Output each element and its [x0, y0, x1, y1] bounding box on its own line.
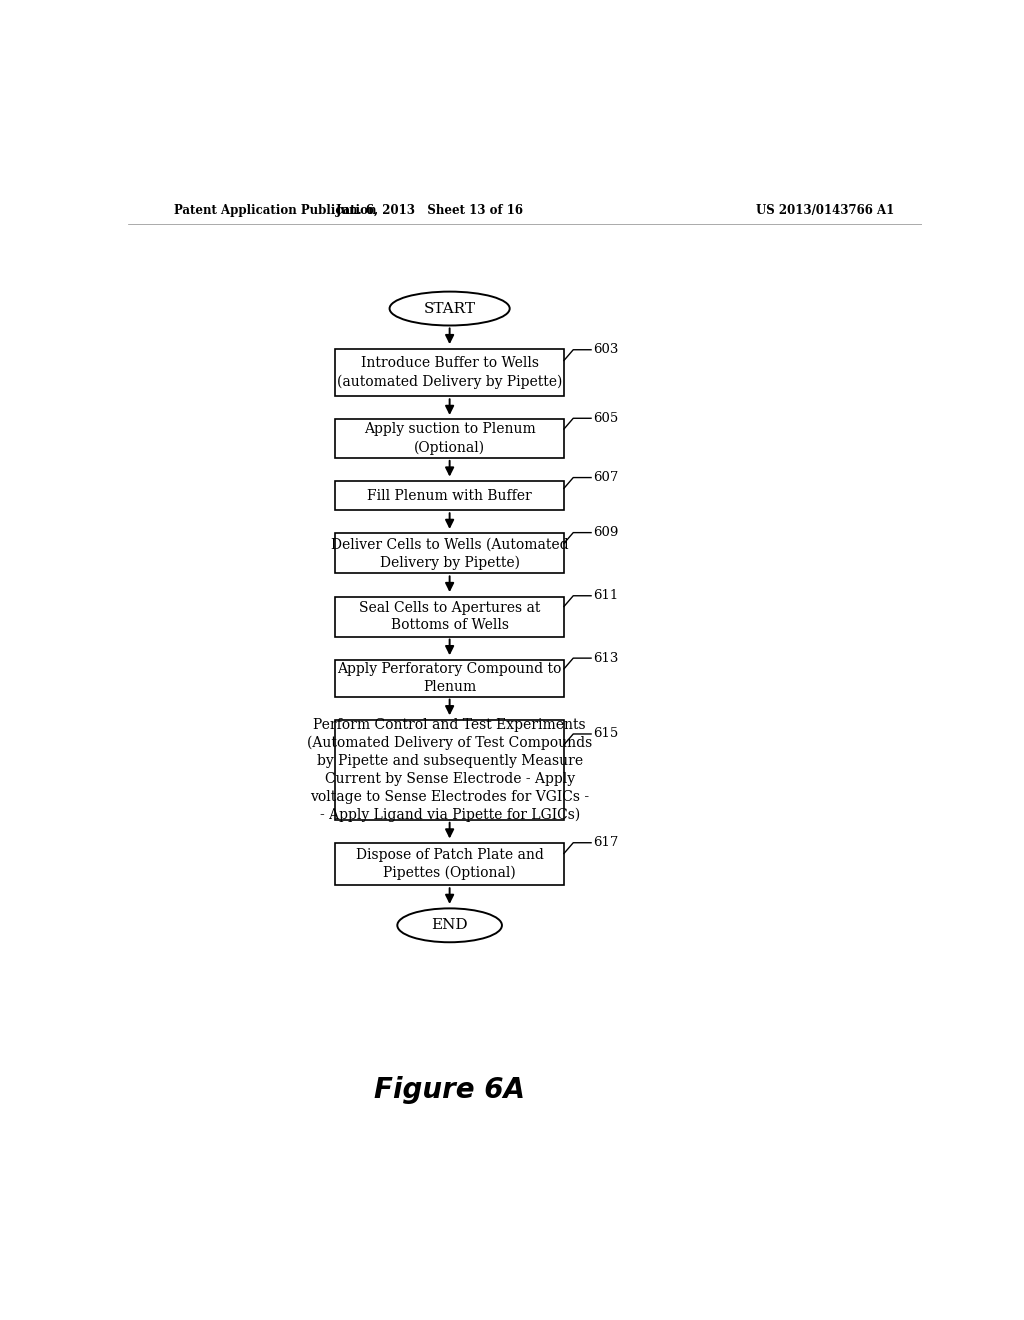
FancyBboxPatch shape: [335, 533, 564, 573]
Text: Patent Application Publication: Patent Application Publication: [174, 205, 377, 218]
Text: 607: 607: [593, 471, 618, 484]
FancyBboxPatch shape: [335, 719, 564, 820]
Text: 615: 615: [593, 727, 618, 741]
Text: Dispose of Patch Plate and
Pipettes (Optional): Dispose of Patch Plate and Pipettes (Opt…: [355, 847, 544, 880]
Text: END: END: [431, 919, 468, 932]
Text: Introduce Buffer to Wells
(automated Delivery by Pipette): Introduce Buffer to Wells (automated Del…: [337, 356, 562, 388]
Text: 613: 613: [593, 652, 618, 665]
Text: Figure 6A: Figure 6A: [374, 1076, 525, 1104]
Text: Fill Plenum with Buffer: Fill Plenum with Buffer: [368, 488, 532, 503]
Text: Apply suction to Plenum
(Optional): Apply suction to Plenum (Optional): [364, 422, 536, 455]
Text: Perform Control and Test Experiments
(Automated Delivery of Test Compounds
by Pi: Perform Control and Test Experiments (Au…: [307, 718, 592, 822]
FancyBboxPatch shape: [335, 660, 564, 697]
Text: START: START: [424, 301, 475, 315]
FancyBboxPatch shape: [335, 597, 564, 636]
Text: 609: 609: [593, 527, 618, 539]
FancyBboxPatch shape: [335, 348, 564, 396]
Text: Seal Cells to Apertures at
Bottoms of Wells: Seal Cells to Apertures at Bottoms of We…: [359, 601, 541, 632]
Ellipse shape: [397, 908, 502, 942]
Text: Jun. 6, 2013   Sheet 13 of 16: Jun. 6, 2013 Sheet 13 of 16: [336, 205, 524, 218]
Text: Deliver Cells to Wells (Automated
Delivery by Pipette): Deliver Cells to Wells (Automated Delive…: [331, 537, 568, 570]
Ellipse shape: [389, 292, 510, 326]
Text: 605: 605: [593, 412, 618, 425]
Text: US 2013/0143766 A1: US 2013/0143766 A1: [757, 205, 895, 218]
Text: 603: 603: [593, 343, 618, 356]
FancyBboxPatch shape: [335, 480, 564, 511]
Text: Apply Perforatory Compound to
Plenum: Apply Perforatory Compound to Plenum: [338, 663, 562, 694]
Text: 611: 611: [593, 589, 618, 602]
Text: 617: 617: [593, 837, 618, 849]
FancyBboxPatch shape: [335, 420, 564, 458]
FancyBboxPatch shape: [335, 843, 564, 886]
